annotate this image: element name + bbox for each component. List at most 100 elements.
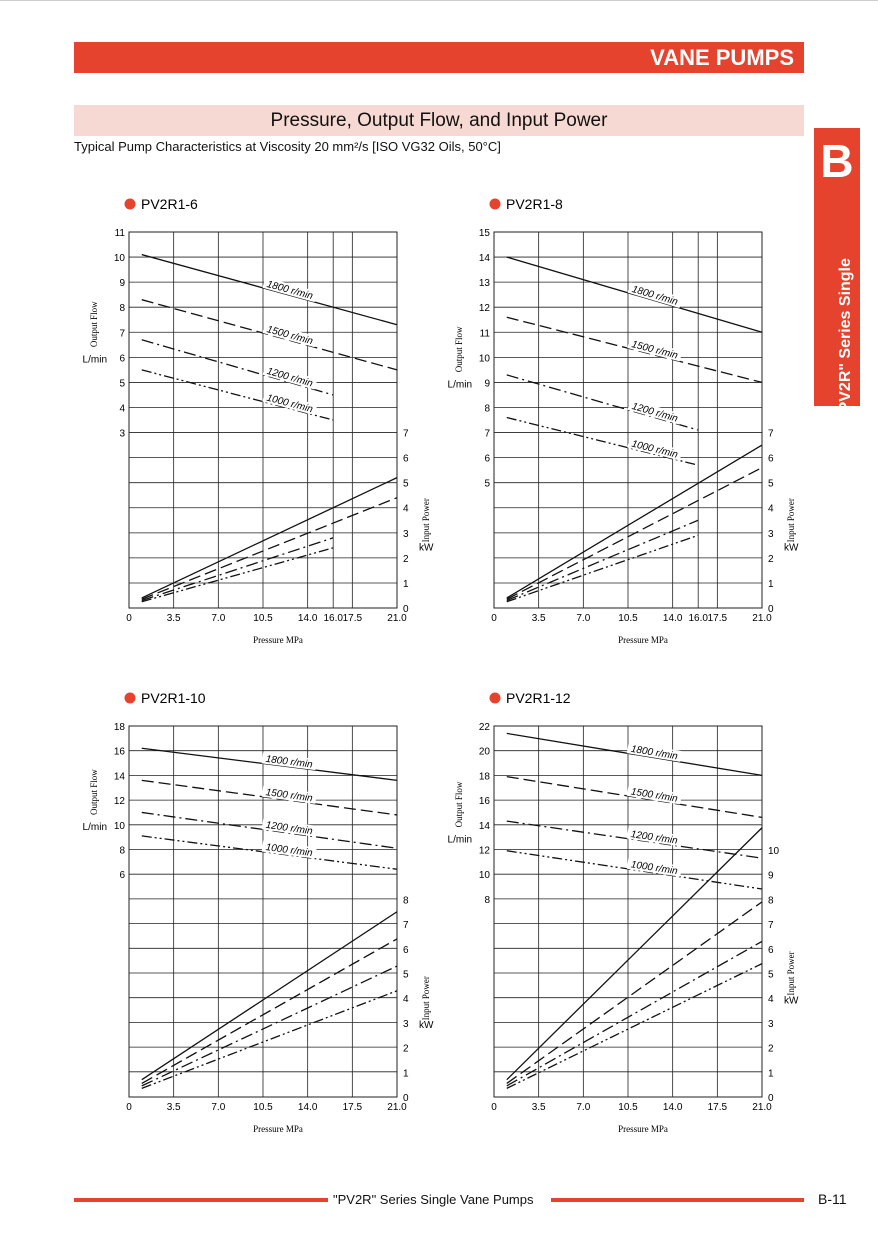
x-tick-label: 3.5 (532, 1102, 546, 1113)
flow-tick-label: 12 (479, 303, 491, 314)
x-tick-label: 14.0 (298, 613, 318, 624)
power-axis-label: Input Power (421, 976, 431, 1020)
x-tick-label: 21.0 (752, 1102, 772, 1113)
curve-label: 1500 r/min (630, 786, 679, 804)
flow-tick-label: 5 (484, 479, 490, 490)
curve-label-bg (627, 436, 683, 461)
flow-tick-label: 3 (119, 429, 125, 440)
flow-tick-label: 14 (114, 771, 126, 782)
flow-axis-label: Output Flow (454, 781, 464, 827)
flow-tick-label: 10 (114, 821, 126, 832)
flow-curve (141, 747, 398, 781)
flow-tick-label: 12 (479, 846, 491, 857)
power-tick-label: 6 (403, 945, 409, 956)
flow-curve (141, 253, 398, 326)
power-curve (506, 467, 763, 600)
flow-tick-label: 18 (479, 771, 491, 782)
power-curve (141, 477, 398, 599)
flow-curve (506, 820, 763, 859)
bullet-icon (124, 198, 136, 210)
power-tick-label: 5 (403, 970, 409, 981)
x-tick-label: 21.0 (387, 613, 407, 624)
flow-tick-label: 10 (479, 353, 491, 364)
curve-label: 1200 r/min (265, 820, 314, 838)
power-tick-label: 0 (403, 604, 409, 615)
curve-label-bg (262, 277, 318, 303)
chart-title: PV2R1-12 (506, 690, 571, 706)
x-tick-label: 14.0 (663, 1102, 683, 1113)
power-tick-label: 2 (768, 554, 774, 565)
power-unit-label: kW (784, 542, 799, 553)
power-tick-label: 1 (403, 579, 409, 590)
x-tick-label: 7.0 (576, 613, 590, 624)
footer-text: "PV2R" Series Single Vane Pumps (333, 1192, 534, 1207)
flow-tick-label: 9 (484, 378, 490, 389)
flow-tick-label: 10 (114, 253, 126, 264)
power-curve (141, 911, 398, 1081)
flow-tick-label: 14 (479, 253, 491, 264)
section-title: Pressure, Output Flow, and Input Power (270, 110, 608, 131)
curve-label-bg (627, 337, 683, 362)
curve-label: 1200 r/min (266, 366, 315, 390)
power-tick-label: 4 (768, 994, 774, 1005)
flow-tick-label: 7 (119, 328, 125, 339)
x-tick-label: 7.0 (211, 1102, 225, 1113)
flow-unit-label: L/min (448, 834, 472, 845)
power-axis-label: Input Power (421, 498, 431, 542)
x-tick-label: 7.0 (576, 1102, 590, 1113)
footer-rule-right (551, 1198, 804, 1202)
flow-tick-label: 22 (479, 722, 491, 733)
chart-title: PV2R1-6 (141, 196, 198, 212)
curve-label-bg (262, 390, 318, 416)
x-tick-label: 0 (491, 1102, 497, 1113)
curve-label-bg (261, 752, 317, 771)
flow-curve (506, 256, 763, 333)
power-curve (506, 901, 763, 1084)
curve-label: 1800 r/min (265, 754, 314, 771)
x-axis-label: Pressure MPa (253, 635, 303, 645)
power-tick-label: 7 (768, 429, 774, 440)
x-tick-label: 16.0 (688, 613, 708, 624)
page-subtitle: Typical Pump Characteristics at Viscosit… (74, 139, 501, 154)
chart-panel: PV2R1-10 0 3.5 7.0 10.5 14.0 17.5 21.0 Pressure … (83, 690, 434, 1134)
power-curve (141, 990, 398, 1089)
curve-label-bg (262, 322, 318, 348)
power-tick-label: 0 (403, 1093, 409, 1104)
flow-unit-label: L/min (83, 822, 107, 833)
flow-unit-label: L/min (83, 354, 107, 365)
flow-unit-label: L/min (448, 379, 472, 390)
x-tick-label: 0 (126, 1102, 132, 1113)
flow-tick-label: 6 (119, 870, 125, 881)
power-tick-label: 3 (403, 1019, 409, 1030)
flow-tick-label: 8 (119, 303, 125, 314)
power-tick-label: 3 (768, 1019, 774, 1030)
power-tick-label: 1 (403, 1068, 409, 1079)
x-tick-label: 21.0 (752, 613, 772, 624)
power-unit-label: kW (784, 996, 799, 1007)
bullet-icon (489, 198, 501, 210)
x-tick-label: 10.5 (253, 613, 273, 624)
power-axis-label: Input Power (786, 951, 796, 995)
power-curve (506, 519, 699, 602)
power-tick-label: 6 (403, 454, 409, 465)
x-tick-label: 17.5 (343, 613, 363, 624)
curve-label: 1800 r/min (631, 284, 680, 308)
power-tick-label: 9 (768, 871, 774, 882)
flow-tick-label: 16 (479, 796, 491, 807)
power-tick-label: 7 (768, 920, 774, 931)
x-axis-label: Pressure MPa (253, 1124, 303, 1134)
x-tick-label: 3.5 (532, 613, 546, 624)
curve-label-bg (261, 818, 317, 837)
flow-tick-label: 8 (119, 846, 125, 857)
x-tick-label: 17.5 (343, 1102, 363, 1113)
x-tick-label: 21.0 (387, 1102, 407, 1113)
power-tick-label: 6 (768, 454, 774, 465)
power-tick-label: 4 (768, 504, 774, 515)
power-curve (141, 537, 334, 602)
x-tick-label: 0 (491, 613, 497, 624)
flow-axis-label: Output Flow (454, 326, 464, 372)
flow-tick-label: 14 (479, 821, 491, 832)
chart-panel: PV2R1-8 0 3.5 7.0 10.5 14.0 16.0 17.5 21.0 Pressu… (448, 196, 799, 645)
flow-tick-label: 11 (115, 228, 126, 239)
flow-tick-label: 10 (479, 870, 491, 881)
